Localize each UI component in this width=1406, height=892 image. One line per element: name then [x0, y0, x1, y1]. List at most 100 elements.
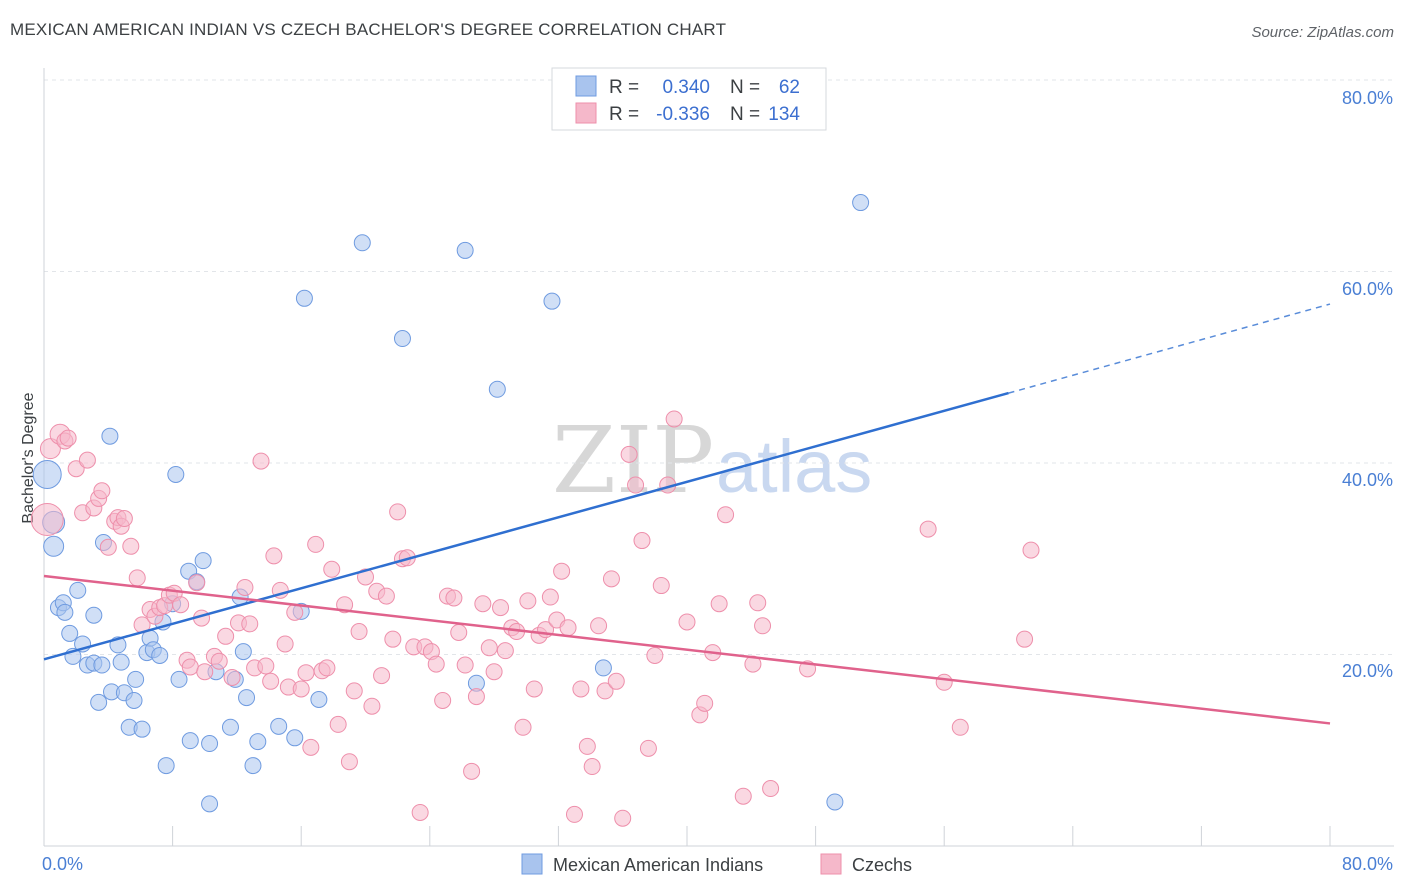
point-czechs-82: [485, 663, 503, 681]
trend-line-extension: [1008, 303, 1331, 394]
point-czechs-87: [514, 718, 532, 736]
point-mexican-american-indians-55: [456, 241, 474, 259]
point-czechs-50: [307, 535, 325, 553]
point-czechs-32: [210, 652, 228, 670]
series-czechs: [30, 410, 1040, 827]
point-czechs-107: [633, 532, 651, 550]
point-czechs-89: [525, 680, 543, 698]
point-czechs-81: [480, 639, 498, 657]
y-tick-label-60: 60.0%: [1342, 279, 1393, 299]
legend-r-value-1: 0.340: [662, 77, 710, 98]
point-czechs-110: [652, 577, 670, 595]
point-czechs-125: [919, 520, 937, 538]
legend-box: [551, 67, 827, 131]
point-czechs-127: [951, 718, 969, 736]
point-czechs-94: [553, 562, 571, 580]
point-czechs-11: [99, 538, 117, 556]
point-czechs-64: [384, 630, 402, 648]
point-mexican-american-indians-33: [170, 670, 188, 688]
point-czechs-92: [541, 588, 559, 606]
legend-swatch-pink: [575, 102, 597, 124]
point-czechs-53: [323, 560, 341, 578]
point-czechs-28: [188, 574, 206, 592]
point-czechs-36: [236, 578, 254, 596]
point-czechs-103: [607, 672, 625, 690]
point-mexican-american-indians-13: [90, 693, 108, 711]
point-mexican-american-indians-22: [125, 691, 143, 709]
point-czechs-62: [373, 667, 391, 685]
point-czechs-48: [297, 664, 315, 682]
y-tick-label-40: 40.0%: [1342, 470, 1393, 490]
bottom-legend: Mexican American Indians Czechs: [521, 853, 912, 875]
point-czechs-80: [474, 595, 492, 613]
point-czechs-113: [678, 613, 696, 631]
point-mexican-american-indians-46: [244, 757, 262, 775]
legend-n-value-2: 134: [768, 104, 800, 125]
point-czechs-0: [30, 502, 64, 536]
point-mexican-american-indians-57: [488, 380, 506, 398]
chart-title: MEXICAN AMERICAN INDIAN VS CZECH BACHELO…: [10, 20, 727, 39]
point-czechs-123: [762, 780, 780, 798]
point-czechs-106: [627, 476, 645, 494]
point-mexican-american-indians-0: [32, 459, 62, 489]
point-czechs-95: [559, 619, 577, 637]
point-mexican-american-indians-5: [56, 603, 74, 621]
x-tick-label-max: 80.0%: [1342, 854, 1393, 874]
point-czechs-100: [590, 617, 608, 635]
point-czechs-79: [467, 688, 485, 706]
point-czechs-83: [492, 599, 510, 617]
point-mexican-american-indians-24: [133, 720, 151, 738]
point-czechs-34: [223, 668, 241, 686]
trend-lines: [43, 303, 1331, 725]
point-czechs-104: [614, 809, 632, 827]
point-czechs-118: [717, 506, 735, 524]
point-czechs-40: [257, 657, 275, 675]
point-czechs-109: [646, 646, 664, 664]
point-czechs-97: [572, 680, 590, 698]
point-czechs-55: [336, 596, 354, 614]
point-czechs-129: [1022, 541, 1040, 559]
point-mexican-american-indians-30: [157, 757, 175, 775]
point-mexican-american-indians-14: [93, 656, 111, 674]
point-czechs-121: [749, 594, 767, 612]
point-czechs-10: [93, 482, 111, 500]
point-czechs-98: [578, 737, 596, 755]
point-mexican-american-indians-23: [127, 670, 145, 688]
trend-line-czechs: [43, 574, 1331, 725]
point-czechs-52: [318, 659, 336, 677]
source-label: Source: ZipAtlas.com: [1251, 24, 1394, 41]
bottom-legend-label-pink: Czechs: [852, 855, 912, 875]
point-czechs-42: [265, 547, 283, 565]
y-axis-label: Bachelor's Degree: [20, 392, 37, 523]
point-czechs-75: [445, 589, 463, 607]
gridlines: [44, 79, 1394, 655]
point-mexican-american-indians-52: [310, 691, 328, 709]
point-czechs-72: [427, 655, 445, 673]
legend-swatch-blue: [575, 75, 597, 97]
point-czechs-112: [665, 410, 683, 428]
bottom-legend-swatch-pink: [820, 853, 842, 875]
point-czechs-96: [565, 805, 583, 823]
point-czechs-4: [59, 429, 77, 447]
point-czechs-99: [583, 758, 601, 776]
point-czechs-88: [519, 592, 537, 610]
point-czechs-5: [67, 460, 85, 478]
x-tick-label-min: 0.0%: [42, 854, 83, 874]
point-mexican-american-indians-60: [826, 793, 844, 811]
point-czechs-128: [1016, 630, 1034, 648]
point-czechs-77: [456, 656, 474, 674]
point-czechs-54: [329, 715, 347, 733]
point-czechs-108: [639, 739, 657, 757]
point-mexican-american-indians-2: [43, 535, 65, 557]
point-mexican-american-indians-8: [69, 581, 87, 599]
legend-r-label-1: R =: [609, 77, 639, 98]
y-tick-label-80: 80.0%: [1342, 88, 1393, 108]
point-czechs-126: [935, 673, 953, 691]
legend: R = 0.340 N = 62 R = -0.336 N = 134: [551, 67, 827, 131]
point-mexican-american-indians-38: [201, 735, 219, 753]
point-czechs-44: [276, 635, 294, 653]
point-mexican-american-indians-11: [85, 606, 103, 624]
point-czechs-27: [181, 658, 199, 676]
point-czechs-15: [115, 510, 133, 528]
point-czechs-56: [340, 753, 358, 771]
